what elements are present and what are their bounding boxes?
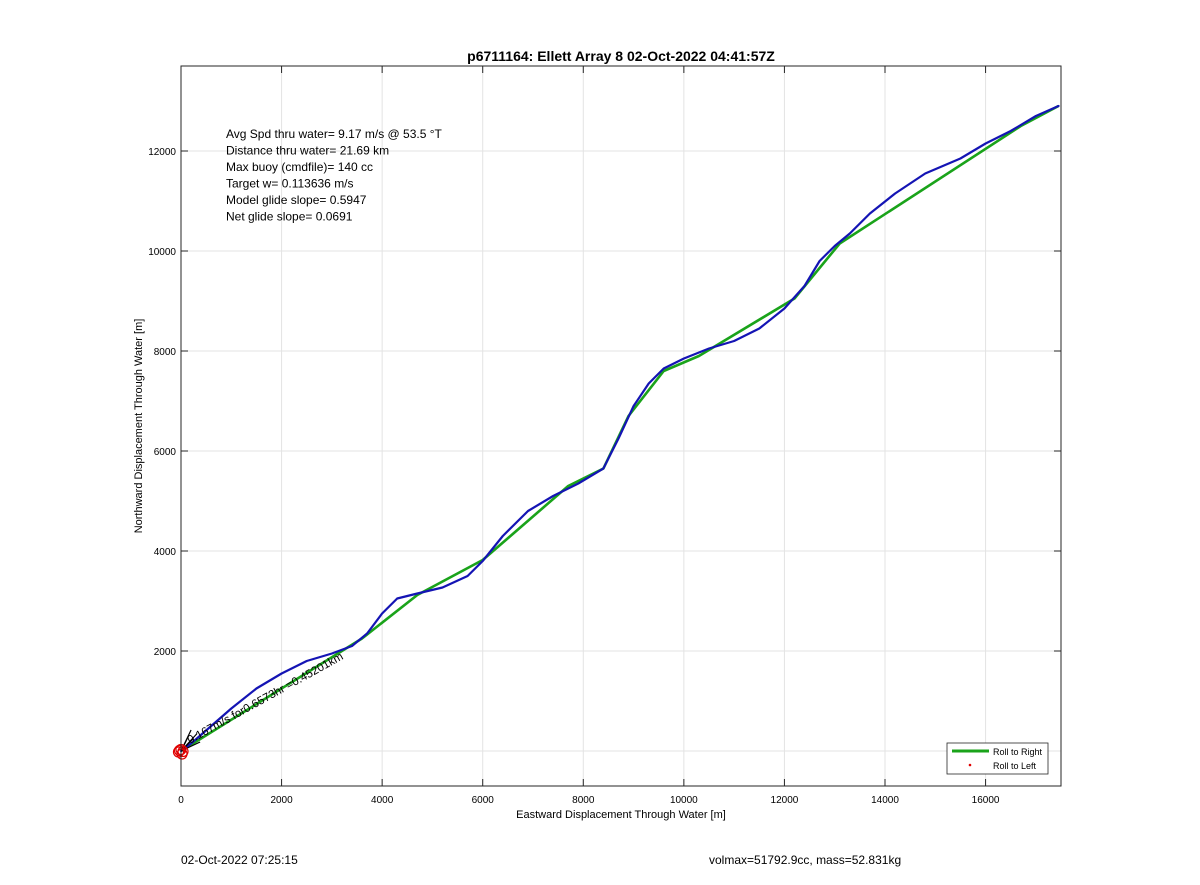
annotation-line: Model glide slope= 0.5947	[226, 193, 367, 207]
annotation-line: Distance thru water= 21.69 km	[226, 144, 389, 158]
legend-box	[946, 742, 1049, 775]
axis-ticks: 0 2000 4000 6000 8000 10000 12000 14000 16000 200…	[148, 66, 1061, 806]
series-track	[179, 104, 1060, 753]
annotation-line: Target w= 0.113636 m/s	[226, 177, 354, 191]
slanted-annotation: 0.167m/s for0.6573hr =0.45201km	[186, 651, 346, 747]
y-tick-label: 6000	[154, 447, 177, 458]
legend-label-roll-right: Roll to Right	[993, 747, 1043, 757]
y-tick-label: 2000	[154, 647, 177, 658]
y-tick-label: 4000	[154, 547, 177, 558]
plot-area	[172, 104, 1060, 760]
footer-volmax-mass: volmax=51792.9cc, mass=52.831kg	[709, 853, 902, 867]
x-tick-label: 6000	[472, 795, 495, 806]
annotation-line: Net glide slope= 0.0691	[226, 210, 353, 224]
annotations: Avg Spd thru water= 9.17 m/s @ 53.5 °T Di…	[226, 127, 443, 224]
x-tick-label: 4000	[371, 795, 394, 806]
annotation-line: Avg Spd thru water= 9.17 m/s @ 53.5 °T	[226, 127, 443, 141]
x-tick-label: 12000	[771, 795, 799, 806]
x-tick-label: 10000	[670, 795, 698, 806]
x-axis-label: Eastward Displacement Through Water [m]	[516, 809, 726, 821]
y-tick-label: 8000	[154, 347, 177, 358]
y-tick-label: 12000	[148, 147, 176, 158]
legend: Roll to Right Roll to Left	[946, 742, 1049, 775]
point-roll-to-left	[173, 744, 186, 757]
annotation-line: Max buoy (cmdfile)= 140 cc	[226, 160, 373, 174]
x-tick-label: 2000	[270, 795, 293, 806]
y-tick-label: 10000	[148, 247, 176, 258]
x-tick-label: 0	[178, 795, 184, 806]
x-tick-label: 14000	[871, 795, 899, 806]
axes-box	[180, 65, 1062, 787]
legend-swatch-roll-left	[968, 763, 972, 767]
legend-label-roll-left: Roll to Left	[993, 761, 1037, 771]
x-tick-label: 8000	[572, 795, 595, 806]
y-axis-label: Northward Displacement Through Water [m]	[133, 319, 145, 534]
footer-timestamp: 02-Oct-2022 07:25:15	[181, 853, 298, 867]
x-tick-label: 16000	[972, 795, 1000, 806]
grid	[180, 66, 1061, 786]
point-roll-to-left	[176, 748, 188, 760]
chart-title: p6711164: Ellett Array 8 02-Oct-2022 04:…	[467, 48, 775, 64]
